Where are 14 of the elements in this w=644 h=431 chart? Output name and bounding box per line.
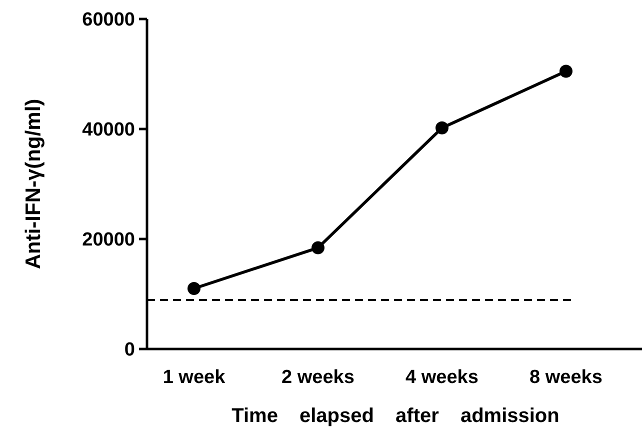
y-tick-label: 0 (124, 340, 135, 361)
y-axis-title: Anti-IFN-γ(ng/ml) (22, 98, 45, 270)
point (436, 121, 448, 134)
point (560, 64, 572, 78)
y-tick-label: 60000 (82, 10, 135, 31)
x-tick-label: 2 weeks (282, 367, 354, 388)
x-tick-label: 8 weeks (530, 367, 602, 388)
point (312, 241, 324, 254)
x-tick-label: 4 weeks (406, 367, 478, 388)
y-tick-label: 20000 (82, 230, 135, 251)
y-tick-label: 40000 (82, 120, 135, 141)
x-tick-label: 1 week (162, 367, 226, 388)
x-axis-title: Time elapsed after admission (232, 405, 560, 427)
point (188, 282, 200, 295)
